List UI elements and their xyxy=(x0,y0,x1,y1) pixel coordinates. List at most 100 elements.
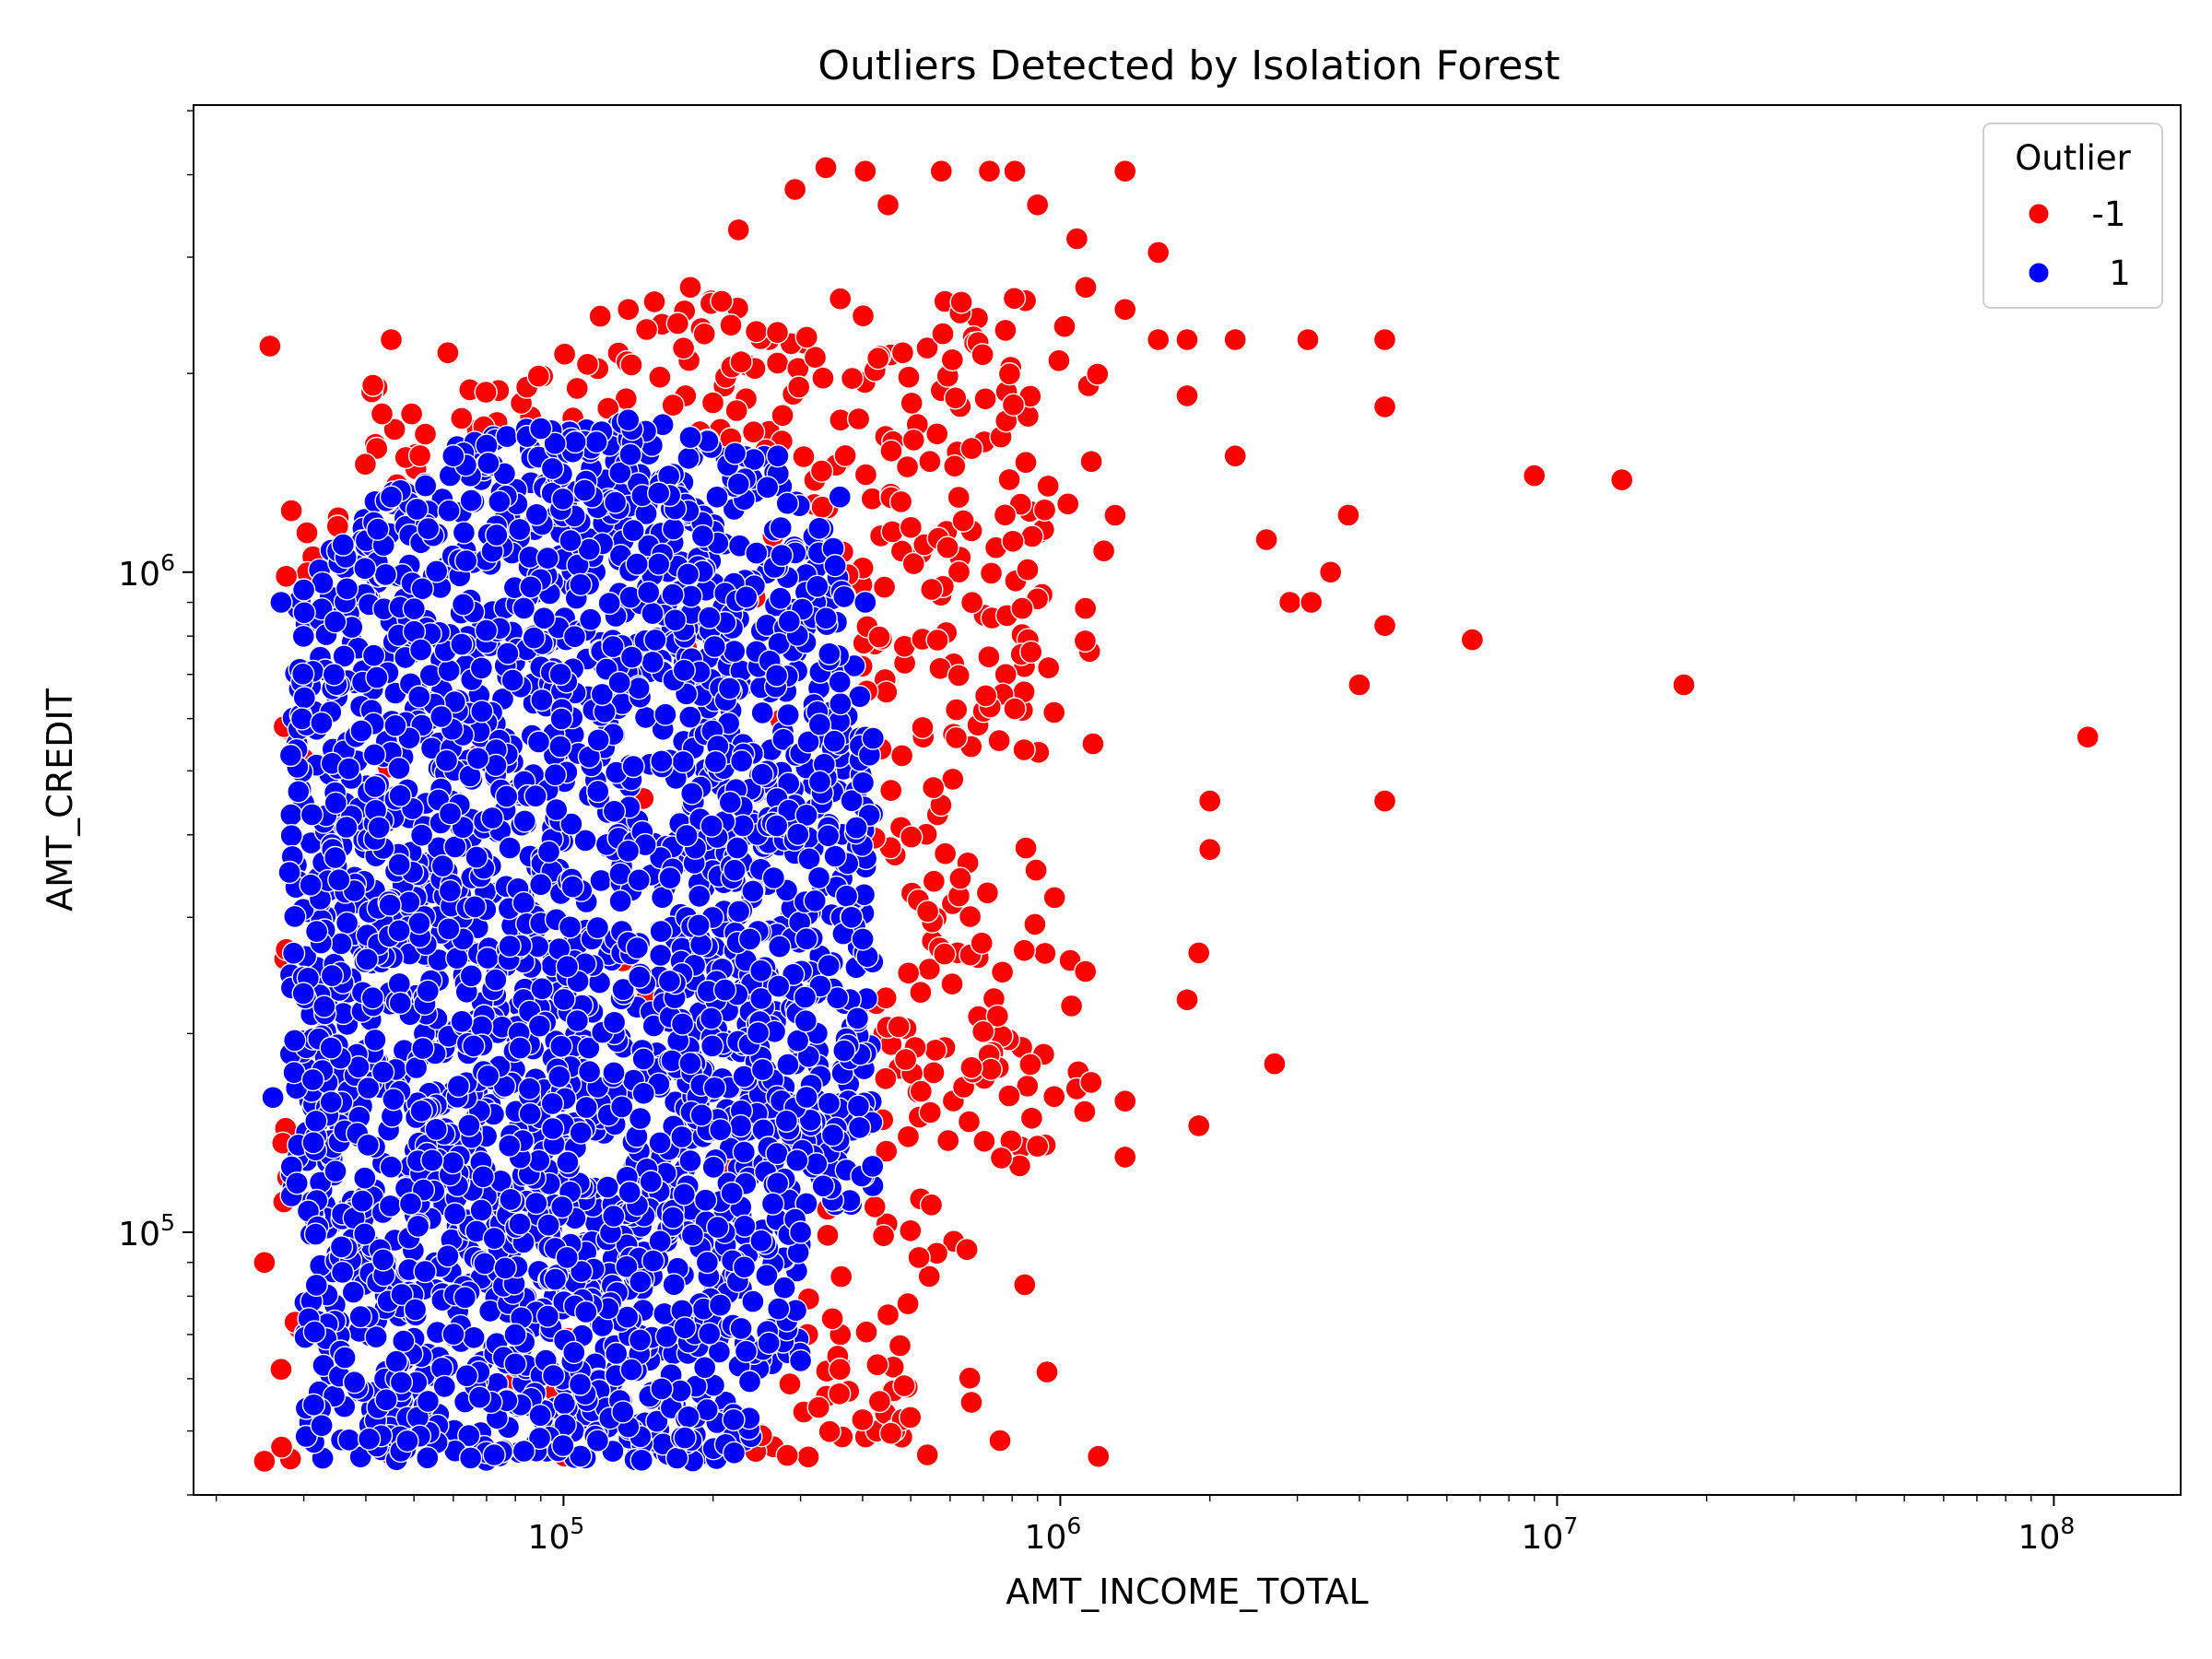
inlier-point xyxy=(861,726,885,750)
outlier-point xyxy=(1609,467,1634,492)
inlier-point xyxy=(643,628,667,653)
outlier-point xyxy=(1112,159,1137,183)
inlier-point xyxy=(283,1029,307,1053)
inlier-point xyxy=(678,1051,702,1076)
inlier-point xyxy=(650,749,674,773)
outlier-point xyxy=(970,931,994,955)
outlier-point xyxy=(896,1291,920,1316)
outlier-point xyxy=(619,353,643,377)
outlier-point xyxy=(370,402,394,426)
inlier-point xyxy=(371,1248,395,1272)
inlier-point xyxy=(512,890,535,915)
outlier-point xyxy=(943,454,967,478)
outlier-point xyxy=(642,289,666,314)
outlier-point xyxy=(851,1407,875,1432)
inlier-point xyxy=(765,1141,789,1166)
outlier-point xyxy=(1059,994,1084,1018)
outlier-point xyxy=(875,1139,899,1163)
outlier-point xyxy=(917,1265,941,1288)
outlier-point xyxy=(941,767,965,792)
inlier-point xyxy=(552,987,576,1012)
inlier-point xyxy=(749,986,773,1011)
inlier-point xyxy=(794,1085,818,1110)
inlier-point xyxy=(705,485,729,509)
inlier-point xyxy=(661,517,686,541)
inlier-point xyxy=(765,814,789,838)
inlier-point xyxy=(829,691,853,716)
inlier-point xyxy=(647,481,671,505)
inlier-point xyxy=(556,1150,580,1174)
inlier-point xyxy=(771,727,795,751)
outlier-point xyxy=(1079,1070,1103,1095)
outlier-point xyxy=(1073,629,1098,653)
outlier-point xyxy=(1146,327,1171,352)
outlier-point xyxy=(1073,959,1098,983)
inlier-point xyxy=(379,485,404,509)
inlier-point xyxy=(616,839,641,863)
outlier-point xyxy=(975,881,1000,905)
outlier-point xyxy=(678,276,702,300)
inlier-point xyxy=(524,784,547,808)
inlier-point xyxy=(300,1067,325,1092)
inlier-point xyxy=(767,974,791,998)
inlier-point xyxy=(817,953,841,978)
inlier-point xyxy=(615,1254,639,1279)
inlier-point xyxy=(543,431,567,455)
outlier-point xyxy=(828,1357,852,1382)
inlier-point xyxy=(395,1429,419,1453)
inlier-point xyxy=(775,491,799,515)
legend-marker-1 xyxy=(2028,262,2050,284)
outlier-point xyxy=(765,321,790,345)
inlier-point xyxy=(670,1124,694,1149)
inlier-point xyxy=(708,1293,733,1317)
outlier-point xyxy=(1055,492,1080,516)
inlier-point xyxy=(406,1214,430,1239)
inlier-point xyxy=(349,719,373,743)
inlier-point xyxy=(768,935,792,959)
inlier-point xyxy=(741,1289,765,1313)
outlier-point xyxy=(820,1307,844,1331)
inlier-point xyxy=(807,770,832,794)
inlier-point xyxy=(722,1441,747,1465)
outlier-point xyxy=(617,298,641,322)
inlier-point xyxy=(678,705,702,729)
inlier-point xyxy=(629,1448,653,1473)
inlier-point xyxy=(653,702,677,726)
inlier-point xyxy=(503,1352,527,1376)
outlier-point xyxy=(888,1334,912,1358)
inlier-point xyxy=(611,977,635,1002)
outlier-point xyxy=(1033,941,1057,966)
outlier-point xyxy=(806,1395,830,1419)
inlier-point xyxy=(410,577,434,601)
inlier-point xyxy=(436,1244,460,1268)
inlier-point xyxy=(617,408,641,432)
inlier-point xyxy=(770,543,794,568)
inlier-point xyxy=(706,1215,730,1240)
inlier-point xyxy=(585,1429,610,1453)
inlier-point xyxy=(701,1155,725,1180)
outlier-point xyxy=(1003,697,1027,721)
inlier-point xyxy=(698,1322,722,1346)
outlier-point xyxy=(979,1057,1003,1081)
outlier-point xyxy=(1112,1145,1137,1170)
outlier-point xyxy=(1103,503,1127,527)
x-axis-label: AMT_INCOME_TOTAL xyxy=(1006,1571,1368,1612)
outlier-point xyxy=(1010,596,1034,620)
inlier-point xyxy=(407,685,431,709)
outlier-point xyxy=(1112,1088,1137,1113)
inlier-point xyxy=(416,1445,440,1470)
inlier-point xyxy=(457,1113,481,1137)
inlier-point xyxy=(568,1372,593,1396)
inlier-point xyxy=(320,963,345,988)
outlier-point xyxy=(899,1406,923,1430)
inlier-point xyxy=(524,502,548,526)
outlier-point xyxy=(269,1357,293,1382)
inlier-point xyxy=(420,1148,444,1172)
inlier-point xyxy=(360,985,384,1010)
inlier-point xyxy=(336,757,361,781)
outlier-point xyxy=(814,156,838,180)
inlier-point xyxy=(522,626,546,650)
outlier-point xyxy=(665,312,689,335)
inlier-point xyxy=(407,912,431,935)
